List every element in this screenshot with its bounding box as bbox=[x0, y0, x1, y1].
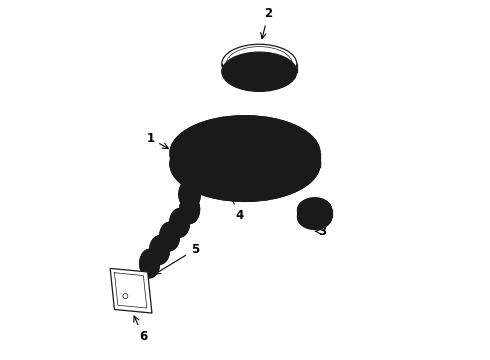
Text: 3: 3 bbox=[315, 225, 326, 238]
Ellipse shape bbox=[160, 222, 180, 251]
Ellipse shape bbox=[170, 208, 190, 237]
Ellipse shape bbox=[222, 52, 297, 91]
Ellipse shape bbox=[149, 236, 170, 264]
Ellipse shape bbox=[241, 62, 278, 81]
Ellipse shape bbox=[297, 198, 332, 223]
Ellipse shape bbox=[170, 116, 320, 191]
Ellipse shape bbox=[297, 204, 332, 229]
Text: 6: 6 bbox=[134, 316, 147, 343]
Ellipse shape bbox=[179, 179, 200, 209]
Text: 1: 1 bbox=[147, 132, 168, 148]
Text: 4: 4 bbox=[221, 176, 244, 222]
Ellipse shape bbox=[170, 126, 320, 202]
Ellipse shape bbox=[140, 249, 160, 278]
Text: 5: 5 bbox=[155, 243, 199, 274]
Ellipse shape bbox=[234, 148, 256, 158]
Ellipse shape bbox=[180, 195, 199, 224]
Polygon shape bbox=[110, 269, 152, 313]
Text: 2: 2 bbox=[261, 8, 272, 39]
Ellipse shape bbox=[202, 158, 231, 174]
